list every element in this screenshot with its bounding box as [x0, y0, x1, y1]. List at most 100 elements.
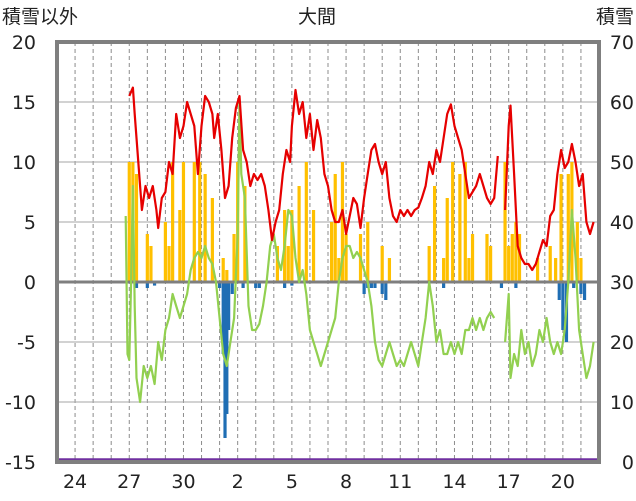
bar: [427, 246, 431, 282]
bar: [514, 222, 518, 282]
bar: [297, 186, 301, 282]
bar: [210, 198, 214, 282]
bar: [225, 270, 229, 282]
left-tick-label: 5: [24, 212, 36, 234]
bar: [366, 222, 370, 282]
x-tick-label: 5: [286, 471, 298, 493]
bar: [286, 246, 290, 282]
bar: [304, 162, 308, 282]
bar: [134, 282, 139, 288]
bar: [149, 246, 153, 282]
bar: [254, 282, 258, 288]
bar: [517, 234, 522, 282]
right-tick-label: 50: [610, 152, 634, 174]
bar: [579, 282, 583, 294]
left-tick-label: -10: [5, 392, 36, 414]
plot-frame: [55, 40, 601, 464]
bar: [221, 258, 225, 282]
bar: [225, 282, 229, 414]
bar: [503, 162, 507, 282]
left-axis-label: 積雪以外: [2, 6, 78, 28]
x-tick-label: 2: [232, 471, 244, 493]
right-tick-label: 20: [610, 332, 634, 354]
x-tick-label: 24: [63, 471, 87, 493]
bar: [470, 234, 475, 282]
bar: [257, 282, 261, 288]
bar: [445, 198, 449, 282]
bar: [145, 282, 149, 288]
bar: [458, 174, 462, 282]
bar: [337, 258, 341, 282]
bar: [559, 174, 563, 282]
x-tick-label: 20: [551, 471, 575, 493]
bar: [467, 258, 471, 282]
bar: [181, 162, 186, 282]
right-tick-label: 60: [610, 92, 634, 114]
bar: [333, 174, 337, 282]
left-tick-label: 0: [24, 272, 36, 294]
bar: [152, 282, 157, 286]
bar: [535, 258, 540, 282]
bar: [442, 258, 446, 282]
right-tick-label: 70: [610, 32, 634, 54]
bar: [442, 282, 446, 288]
bar: [241, 282, 245, 288]
x-tick-label: 14: [442, 471, 466, 493]
left-tick-label: 20: [12, 32, 36, 54]
left-tick-label: -5: [17, 332, 36, 354]
chart-title: 大間: [298, 6, 336, 28]
bar: [127, 162, 131, 282]
x-tick-label: 27: [117, 471, 141, 493]
bar: [485, 234, 489, 282]
bar: [387, 258, 392, 282]
bar: [575, 222, 579, 282]
bar: [572, 282, 576, 288]
bar: [163, 222, 167, 282]
bar: [451, 162, 455, 282]
series-line-red: [128, 86, 499, 242]
right-axis-label: 積雪: [596, 6, 634, 28]
series-line-green: [504, 208, 595, 380]
bar: [514, 282, 518, 288]
right-tick-label: 10: [610, 392, 634, 414]
bar: [489, 246, 493, 282]
bars-layer: [127, 162, 587, 438]
bar: [380, 282, 384, 294]
bar: [145, 234, 149, 282]
bar: [192, 162, 196, 282]
label-layer: 大間 積雪以外 積雪 20151050-5-10-157060504030201…: [2, 6, 634, 493]
bar: [362, 282, 366, 294]
bar: [344, 234, 348, 282]
bar: [330, 222, 334, 282]
x-tick-label: 11: [388, 471, 412, 493]
bar: [566, 174, 570, 282]
bar: [380, 246, 384, 282]
frame-layer: [55, 40, 601, 464]
bar: [171, 162, 175, 282]
bar: [579, 258, 583, 282]
bar: [167, 246, 171, 282]
bar: [499, 282, 504, 288]
bar: [178, 210, 182, 282]
series-line-red: [504, 104, 595, 272]
x-tick-label: 17: [497, 471, 521, 493]
bar: [582, 282, 587, 300]
bar: [561, 282, 565, 330]
right-tick-label: 40: [610, 212, 634, 234]
left-tick-label: 10: [12, 152, 36, 174]
bar: [510, 234, 514, 282]
bar: [232, 234, 236, 282]
bar: [283, 282, 287, 288]
bar: [369, 282, 373, 288]
bar: [290, 210, 294, 282]
series-line-green: [124, 100, 496, 404]
bar: [221, 282, 225, 354]
bar: [203, 174, 207, 282]
right-tick-label: 30: [610, 272, 634, 294]
bar: [134, 174, 139, 282]
bar: [198, 162, 202, 282]
left-tick-label: 15: [12, 92, 36, 114]
